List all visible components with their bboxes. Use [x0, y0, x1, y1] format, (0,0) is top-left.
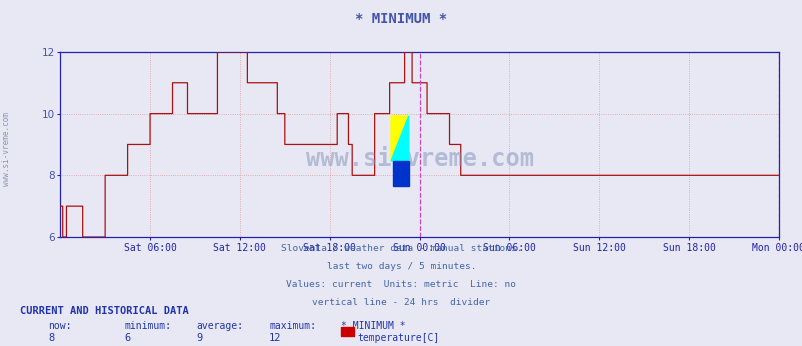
- Text: www.si-vreme.com: www.si-vreme.com: [306, 147, 533, 171]
- Text: www.si-vreme.com: www.si-vreme.com: [2, 112, 11, 186]
- Text: * MINIMUM *: * MINIMUM *: [341, 321, 405, 331]
- Text: minimum:: minimum:: [124, 321, 172, 331]
- Text: average:: average:: [196, 321, 244, 331]
- Text: CURRENT AND HISTORICAL DATA: CURRENT AND HISTORICAL DATA: [20, 306, 188, 316]
- Text: temperature[C]: temperature[C]: [357, 333, 439, 343]
- Text: 8: 8: [48, 333, 55, 343]
- Text: * MINIMUM *: * MINIMUM *: [355, 12, 447, 26]
- Text: last two days / 5 minutes.: last two days / 5 minutes.: [326, 262, 476, 271]
- Text: Slovenia / weather data - manual stations.: Slovenia / weather data - manual station…: [281, 244, 521, 253]
- Text: 6: 6: [124, 333, 131, 343]
- Text: now:: now:: [48, 321, 71, 331]
- Text: 9: 9: [196, 333, 203, 343]
- Text: Values: current  Units: metric  Line: no: Values: current Units: metric Line: no: [286, 280, 516, 289]
- Text: 12: 12: [269, 333, 282, 343]
- Text: vertical line - 24 hrs  divider: vertical line - 24 hrs divider: [312, 298, 490, 307]
- Text: maximum:: maximum:: [269, 321, 316, 331]
